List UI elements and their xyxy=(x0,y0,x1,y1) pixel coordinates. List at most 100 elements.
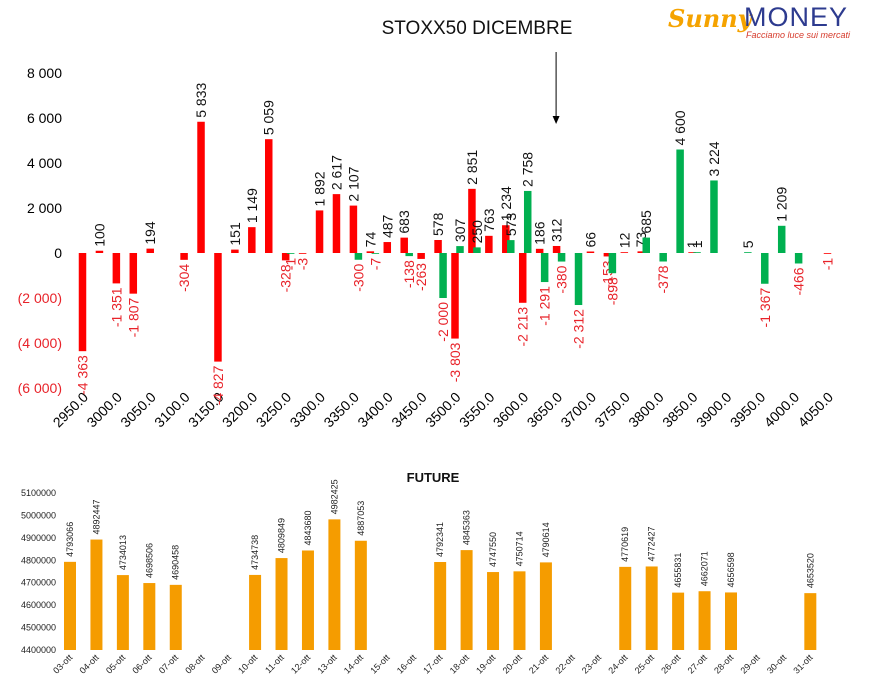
x-tick-label: 3850.0 xyxy=(659,389,701,431)
data-label: 1 892 xyxy=(312,171,328,206)
future-x-tick-label: 16-ott xyxy=(395,652,419,676)
future-y-tick-label: 4800000 xyxy=(21,555,56,565)
x-tick-label: 3050.0 xyxy=(117,389,159,431)
data-label: -1 xyxy=(820,258,836,271)
bar-red xyxy=(180,253,188,260)
future-bar xyxy=(434,562,447,650)
x-tick-label: 3800.0 xyxy=(625,389,667,431)
x-tick-label: 3700.0 xyxy=(557,389,599,431)
data-label: 3 224 xyxy=(706,141,722,176)
logo-money: MONEY xyxy=(744,2,849,32)
bar-green xyxy=(540,253,549,283)
future-y-tick-label: 5000000 xyxy=(21,510,56,520)
y-tick-label: 4 000 xyxy=(27,155,62,171)
future-bar xyxy=(725,592,737,650)
x-tick-label: 3950.0 xyxy=(727,389,769,431)
future-x-tick-label: 17-ott xyxy=(421,652,445,676)
future-bar xyxy=(460,550,473,650)
y-tick-label: 8 000 xyxy=(27,65,62,81)
future-data-label: 4747550 xyxy=(488,532,498,567)
future-data-label: 4843680 xyxy=(303,510,313,545)
bar-green xyxy=(710,180,718,253)
future-bar xyxy=(90,539,103,650)
y-tick-label: 0 xyxy=(54,245,62,261)
x-tick-label: 3900.0 xyxy=(693,389,735,431)
chart-title: STOXX50 DICEMBRE xyxy=(382,18,573,39)
x-tick-label: 3100.0 xyxy=(151,389,193,431)
future-x-tick-label: 23-ott xyxy=(580,652,604,676)
future-x-tick-label: 12-ott xyxy=(289,652,313,676)
future-data-label: 4734738 xyxy=(250,535,260,570)
future-x-tick-label: 19-ott xyxy=(474,652,498,676)
future-y-tick-label: 5100000 xyxy=(21,488,56,498)
data-label: 2 758 xyxy=(520,152,536,187)
future-data-label: 4793066 xyxy=(65,522,75,557)
future-x-tick-label: 06-ott xyxy=(130,652,154,676)
data-label: -4 363 xyxy=(75,355,91,395)
bar-red xyxy=(502,225,510,253)
bar-green xyxy=(777,225,786,253)
future-bar xyxy=(619,566,632,650)
future-x-tick-label: 10-ott xyxy=(236,652,260,676)
bar-red xyxy=(214,253,222,362)
data-label: 4 600 xyxy=(672,110,688,145)
bar-red xyxy=(265,139,273,253)
x-tick-label: 3300.0 xyxy=(287,389,329,431)
bar-green xyxy=(286,253,295,254)
bar-green xyxy=(642,237,650,253)
y-tick-label: 6 000 xyxy=(27,110,62,126)
bar-red xyxy=(315,210,324,253)
bar-green xyxy=(405,253,413,257)
data-label: -328 xyxy=(278,264,294,292)
data-label: -304 xyxy=(176,264,192,292)
bar-green xyxy=(456,246,464,253)
arrow-head xyxy=(552,116,560,124)
bar-red xyxy=(535,248,544,253)
future-x-tick-label: 05-ott xyxy=(104,652,128,676)
future-x-tick-label: 09-ott xyxy=(210,652,234,676)
x-tick-label: 3250.0 xyxy=(253,389,295,431)
future-data-label: 4662071 xyxy=(700,551,710,586)
future-x-tick-label: 03-ott xyxy=(51,652,75,676)
future-data-label: 4790614 xyxy=(541,522,551,557)
data-label: -7 xyxy=(367,258,383,271)
data-label: 5 xyxy=(740,240,756,248)
bar-green xyxy=(523,190,532,253)
bar-green xyxy=(371,253,380,254)
bar-red xyxy=(468,188,476,253)
y-tick-label: (6 000) xyxy=(18,380,62,396)
data-label: 573 xyxy=(503,213,519,237)
bar-green xyxy=(693,252,701,253)
data-label: 685 xyxy=(638,210,654,234)
bar-green xyxy=(473,247,481,253)
future-data-label: 4845363 xyxy=(462,510,472,545)
data-label: -1 367 xyxy=(757,288,773,328)
data-label: -2 213 xyxy=(515,307,531,347)
future-bar xyxy=(804,593,817,650)
future-bar xyxy=(672,592,685,650)
future-data-label: 4698506 xyxy=(144,543,154,578)
bar-red xyxy=(417,253,425,259)
bar-red xyxy=(231,249,239,253)
future-bar xyxy=(354,540,367,650)
bar-red xyxy=(332,194,341,253)
bar-red xyxy=(95,250,104,253)
bar-red xyxy=(383,242,392,253)
data-label: -4 827 xyxy=(210,365,226,405)
future-data-label: 4982425 xyxy=(329,479,339,514)
future-x-tick-label: 08-ott xyxy=(183,652,207,676)
future-x-tick-label: 15-ott xyxy=(368,652,392,676)
future-bar xyxy=(275,558,288,650)
bar-red xyxy=(637,251,645,253)
bar-green xyxy=(574,253,583,306)
future-x-tick-label: 07-ott xyxy=(157,652,181,676)
future-x-tick-label: 27-ott xyxy=(686,652,710,676)
data-label: -2 312 xyxy=(571,309,587,349)
logo-tagline: Facciamo luce sui mercati xyxy=(746,30,851,40)
future-bar xyxy=(64,561,76,650)
bar-red xyxy=(552,245,561,253)
future-y-tick-label: 4600000 xyxy=(21,600,56,610)
future-data-label: 4656598 xyxy=(726,552,736,587)
data-label: -898 xyxy=(604,277,620,305)
